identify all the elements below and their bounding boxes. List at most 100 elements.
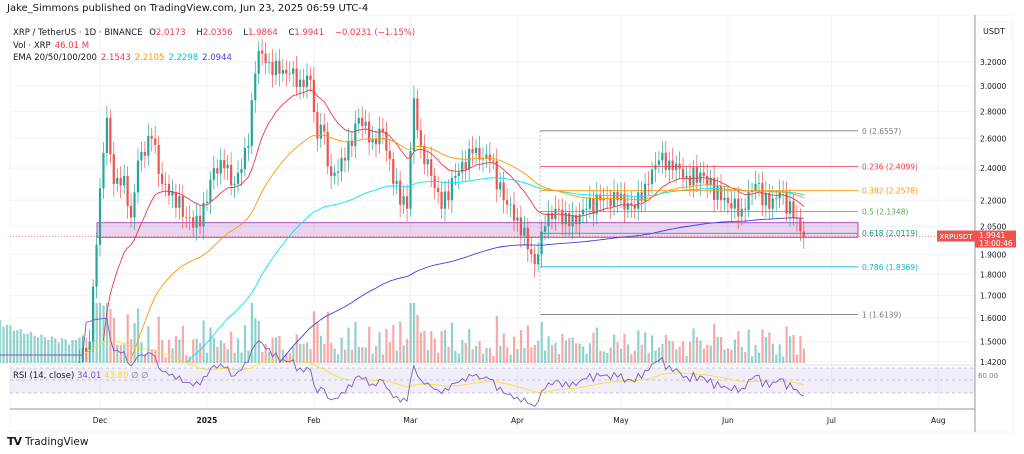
price-tick: 1.9000	[980, 250, 1006, 259]
candle-body	[254, 73, 257, 101]
fib-retracement[interactable]: 0 (2.6557) 0.236 (2.4099) 0.382 (2.2578) 0.…	[539, 127, 918, 320]
volume-bar	[571, 337, 574, 363]
volume-bar	[71, 339, 74, 363]
support-zone[interactable]	[96, 222, 859, 238]
ema-legend[interactable]: EMA 20/50/100/200 2.1543 2.2105 2.2298 2.094…	[13, 52, 419, 65]
candle-body	[192, 217, 195, 228]
volume-bar	[105, 303, 109, 363]
volume-bar	[406, 339, 409, 363]
tradingview-logo[interactable]: TV TradingView	[7, 435, 88, 448]
volume-bar	[633, 350, 636, 363]
volume-bars	[0, 303, 805, 363]
volume-bar	[278, 336, 281, 363]
candle-body	[405, 196, 409, 209]
candle-body	[568, 212, 571, 227]
open-value: 2.0173	[155, 28, 186, 38]
candle-body	[664, 152, 667, 170]
volume-bar	[112, 317, 115, 363]
ema20-line	[103, 89, 805, 341]
volume-bar	[381, 354, 385, 363]
candle-body	[454, 175, 457, 178]
volume-value: 46.01 M	[54, 40, 90, 51]
volume-legend[interactable]: Vol · XRP 46.01 M	[13, 40, 419, 53]
candle-body	[626, 203, 629, 210]
volume-bar	[416, 314, 419, 363]
volume-bar	[419, 332, 423, 363]
currency-unit[interactable]: USDT	[983, 27, 1005, 36]
candle-body	[350, 140, 353, 147]
open-label: O	[149, 28, 156, 38]
price-axis[interactable]: 3.2000 3.0000 2.8000 2.6000 2.4000 2.2000 2.05…	[980, 58, 1006, 367]
volume-bar	[619, 348, 623, 363]
volume-bar	[395, 350, 398, 363]
candle-body	[723, 197, 726, 201]
volume-bar	[568, 338, 571, 363]
volume-bar	[357, 346, 360, 363]
fib-label: 1 (1.6139)	[862, 311, 901, 320]
candle-body	[437, 188, 440, 192]
volume-bar	[592, 332, 595, 363]
candle-body	[198, 215, 202, 227]
candle-body	[336, 171, 340, 173]
candle-body	[78, 361, 81, 363]
volume-bar	[23, 333, 26, 363]
candle-body	[530, 249, 533, 255]
volume-bar	[609, 347, 612, 363]
symbol-name[interactable]: XRP / TetherUS · 1D · BINANCE	[13, 28, 143, 38]
volume-bar	[168, 339, 171, 363]
time-tick: Aug	[931, 416, 946, 425]
candle-body	[585, 208, 588, 210]
candle-body	[488, 154, 491, 161]
volume-bar	[174, 335, 178, 363]
volume-bar	[240, 352, 243, 363]
volume-bar	[219, 340, 222, 363]
volume-bar	[720, 337, 723, 363]
candle-body	[547, 212, 550, 227]
fib-label: 0.5 (2.1348)	[862, 207, 908, 216]
candle-body	[247, 145, 250, 148]
volume-bar	[319, 335, 322, 363]
candle-body	[719, 185, 723, 201]
candle-body	[95, 244, 98, 287]
volume-bar	[481, 353, 485, 363]
volume-bar	[237, 338, 240, 363]
volume-bar	[747, 329, 750, 363]
candle-body	[364, 121, 367, 126]
volume-bar	[43, 337, 46, 363]
volume-bar	[695, 337, 699, 363]
candle-body	[388, 150, 391, 160]
fib-label: 0.236 (2.4099)	[862, 163, 918, 172]
time-axis[interactable]: Dec 2025 Feb Mar Apr May Jun Jul Aug	[93, 416, 946, 425]
candle-body	[564, 212, 567, 225]
volume-bar	[388, 342, 391, 363]
rsi-legend[interactable]: RSI (14, close) 34.01 43.80 ∅ ∅	[13, 371, 149, 381]
volume-bar	[230, 331, 233, 363]
volume-bar	[740, 346, 743, 363]
candle-body	[250, 100, 253, 146]
volume-bar	[181, 325, 184, 363]
rsi-ma-line	[0, 340, 804, 393]
candle-body	[764, 192, 767, 206]
volume-bar	[682, 341, 685, 363]
volume-bar	[133, 322, 136, 363]
volume-bar	[136, 308, 140, 363]
ema50-line	[130, 134, 804, 359]
candle-body	[540, 231, 543, 255]
symbol-legend[interactable]: XRP / TetherUS · 1D · BINANCE O2.0173 H2…	[13, 27, 419, 40]
volume-bar	[343, 349, 347, 363]
volume-bar	[530, 347, 533, 363]
candle-body	[292, 68, 295, 74]
volume-bar	[523, 347, 526, 363]
candle-body	[761, 183, 764, 206]
candle-body	[181, 196, 184, 217]
volume-bar	[547, 336, 550, 363]
time-tick: Jun	[721, 416, 734, 425]
candle-body	[157, 144, 160, 174]
candle-body	[516, 217, 519, 221]
ema20-value: 2.1543	[100, 53, 131, 63]
volume-bar	[157, 316, 160, 363]
candle-body	[457, 172, 460, 176]
candle-body	[136, 160, 140, 193]
fib-label: 0 (2.6557)	[862, 127, 901, 136]
